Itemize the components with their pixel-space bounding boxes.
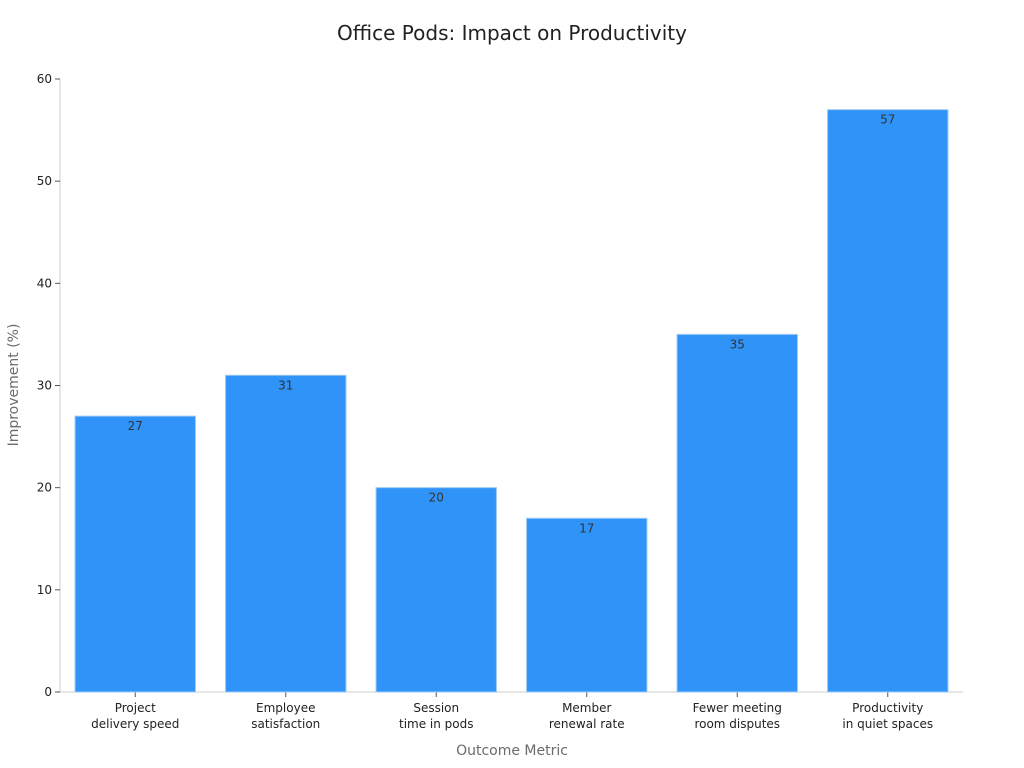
bar xyxy=(526,517,648,693)
x-tick-label: Project xyxy=(115,701,156,715)
bar xyxy=(827,109,949,693)
data-label: 35 xyxy=(730,337,745,351)
x-tick-label: renewal rate xyxy=(549,717,625,731)
x-tick-label: satisfaction xyxy=(251,717,320,731)
bar xyxy=(225,374,347,693)
y-axis: 0 10 20 30 40 50 60 xyxy=(37,72,61,699)
x-tick-label: Fewer meeting xyxy=(693,701,782,715)
x-axis xyxy=(60,691,963,697)
x-tick-label: in quiet spaces xyxy=(842,717,933,731)
bar xyxy=(375,487,497,693)
x-tick-label: room disputes xyxy=(694,717,780,731)
x-tick-label: Productivity xyxy=(852,701,923,715)
y-tick-label: 0 xyxy=(44,685,52,699)
y-axis-title: Improvement (%) xyxy=(6,324,22,447)
category-labels: Project delivery speed Employee satisfactio… xyxy=(91,701,933,731)
x-tick-label: Session xyxy=(413,701,459,715)
x-tick-label: Employee xyxy=(256,701,315,715)
x-tick-label: Member xyxy=(562,701,611,715)
bars xyxy=(74,109,949,693)
chart-title: Office Pods: Impact on Productivity xyxy=(337,21,687,45)
data-label: 27 xyxy=(128,419,143,433)
x-axis-title: Outcome Metric xyxy=(456,743,568,759)
data-label: 31 xyxy=(278,378,293,392)
y-tick-label: 10 xyxy=(37,583,52,597)
y-tick-label: 40 xyxy=(37,276,52,290)
bar xyxy=(74,415,196,693)
y-tick-label: 60 xyxy=(37,72,52,86)
x-tick-label: time in pods xyxy=(399,717,474,731)
data-label: 20 xyxy=(429,491,444,505)
y-tick-label: 20 xyxy=(37,481,52,495)
x-tick-label: delivery speed xyxy=(91,717,179,731)
y-tick-label: 30 xyxy=(37,379,52,393)
bar xyxy=(676,333,798,693)
data-labels: 27 31 20 17 35 57 xyxy=(128,113,896,536)
y-tick-label: 50 xyxy=(37,174,52,188)
data-label: 57 xyxy=(880,113,895,127)
data-label: 17 xyxy=(579,521,594,535)
